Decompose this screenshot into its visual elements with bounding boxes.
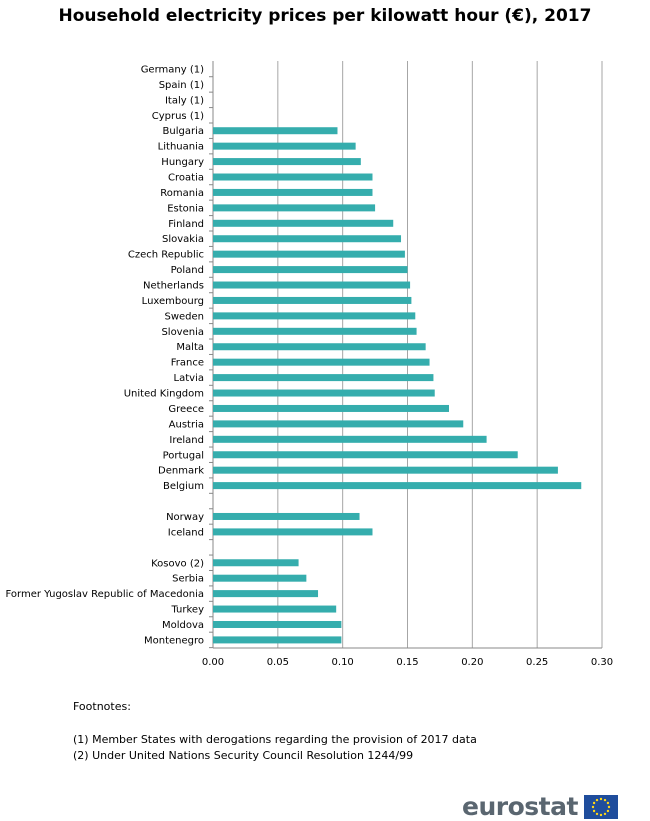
category-label: Serbia <box>172 574 204 585</box>
bar <box>213 296 412 304</box>
category-label: Kosovo (2) <box>151 558 204 569</box>
bar <box>213 590 319 598</box>
bar <box>213 605 337 613</box>
category-label: Estonia <box>167 203 204 214</box>
category-label: Italy (1) <box>165 95 204 106</box>
bar <box>213 374 434 382</box>
bar <box>213 512 360 520</box>
bar <box>213 188 373 196</box>
x-tick-label: 0.15 <box>396 657 418 668</box>
category-label: Finland <box>168 219 204 230</box>
category-label: Sweden <box>164 311 204 322</box>
category-label: Germany (1) <box>141 65 204 76</box>
logo-text: eurostat <box>462 792 578 821</box>
category-label: Netherlands <box>143 281 204 292</box>
category-label: Malta <box>176 342 204 353</box>
bar <box>213 358 430 366</box>
category-label: Portugal <box>163 450 204 461</box>
x-tick-label: 0.20 <box>461 657 483 668</box>
category-label: Latvia <box>174 373 204 384</box>
category-label: United Kingdom <box>124 389 204 400</box>
category-label: Greece <box>168 404 204 415</box>
bar <box>213 404 449 412</box>
category-label: Montenegro <box>144 635 204 646</box>
category-label: Bulgaria <box>163 126 204 137</box>
footnote-1: (1) Member States with derogations regar… <box>73 733 477 746</box>
footnotes-heading: Footnotes: <box>73 700 131 713</box>
category-label: Moldova <box>162 620 204 631</box>
chart-title: Household electricity prices per kilowat… <box>58 6 592 26</box>
bar <box>213 127 338 135</box>
category-label: Spain (1) <box>159 80 204 91</box>
category-label: Romania <box>160 188 204 199</box>
category-label: Former Yugoslav Republic of Macedonia <box>6 589 204 600</box>
bar <box>213 451 518 459</box>
x-tick-label: 0.00 <box>202 657 224 668</box>
x-tick-label: 0.05 <box>267 657 289 668</box>
category-label: Luxembourg <box>142 296 204 307</box>
bar <box>213 281 411 289</box>
bar <box>213 235 402 243</box>
bar <box>213 574 307 582</box>
bar <box>213 250 405 258</box>
bar <box>213 482 582 490</box>
bar <box>213 312 416 320</box>
category-label: Slovenia <box>161 327 204 338</box>
bar <box>213 528 373 536</box>
bar <box>213 466 558 474</box>
x-tick-label: 0.10 <box>332 657 354 668</box>
bar <box>213 219 394 227</box>
category-label: Turkey <box>170 605 204 616</box>
category-label: Belgium <box>163 481 204 492</box>
bar-chart: 0.00 0.05 0.10 0.15 0.20 0.25 0.30 Germany (1) S… <box>6 61 613 668</box>
category-label: Czech Republic <box>128 250 204 261</box>
bar <box>213 173 373 181</box>
bar <box>213 435 487 443</box>
x-tick-label: 0.30 <box>591 657 613 668</box>
bar <box>213 327 417 335</box>
bar <box>213 158 361 166</box>
category-label: Hungary <box>161 157 204 168</box>
eu-flag-icon <box>583 794 618 819</box>
category-label: Norway <box>166 512 204 523</box>
bar <box>213 266 408 274</box>
category-label: Croatia <box>168 173 204 184</box>
eurostat-logo: eurostat <box>462 792 618 821</box>
bar <box>213 343 426 351</box>
x-tick-label: 0.25 <box>526 657 548 668</box>
bar <box>213 420 464 428</box>
category-label: Slovakia <box>162 234 204 245</box>
category-label: Lithuania <box>158 142 204 153</box>
bar <box>213 142 356 150</box>
bar <box>213 559 299 567</box>
bar <box>213 620 342 628</box>
bar <box>213 204 376 212</box>
bar <box>213 389 435 397</box>
category-label: Cyprus (1) <box>152 111 204 122</box>
category-label: Ireland <box>169 435 204 446</box>
category-label: Iceland <box>168 527 204 538</box>
category-label: Austria <box>169 419 204 430</box>
bar <box>213 636 342 644</box>
category-label: France <box>171 358 204 369</box>
category-label: Denmark <box>158 466 204 477</box>
footnote-2: (2) Under United Nations Security Counci… <box>73 749 414 762</box>
category-label: Poland <box>171 265 204 276</box>
